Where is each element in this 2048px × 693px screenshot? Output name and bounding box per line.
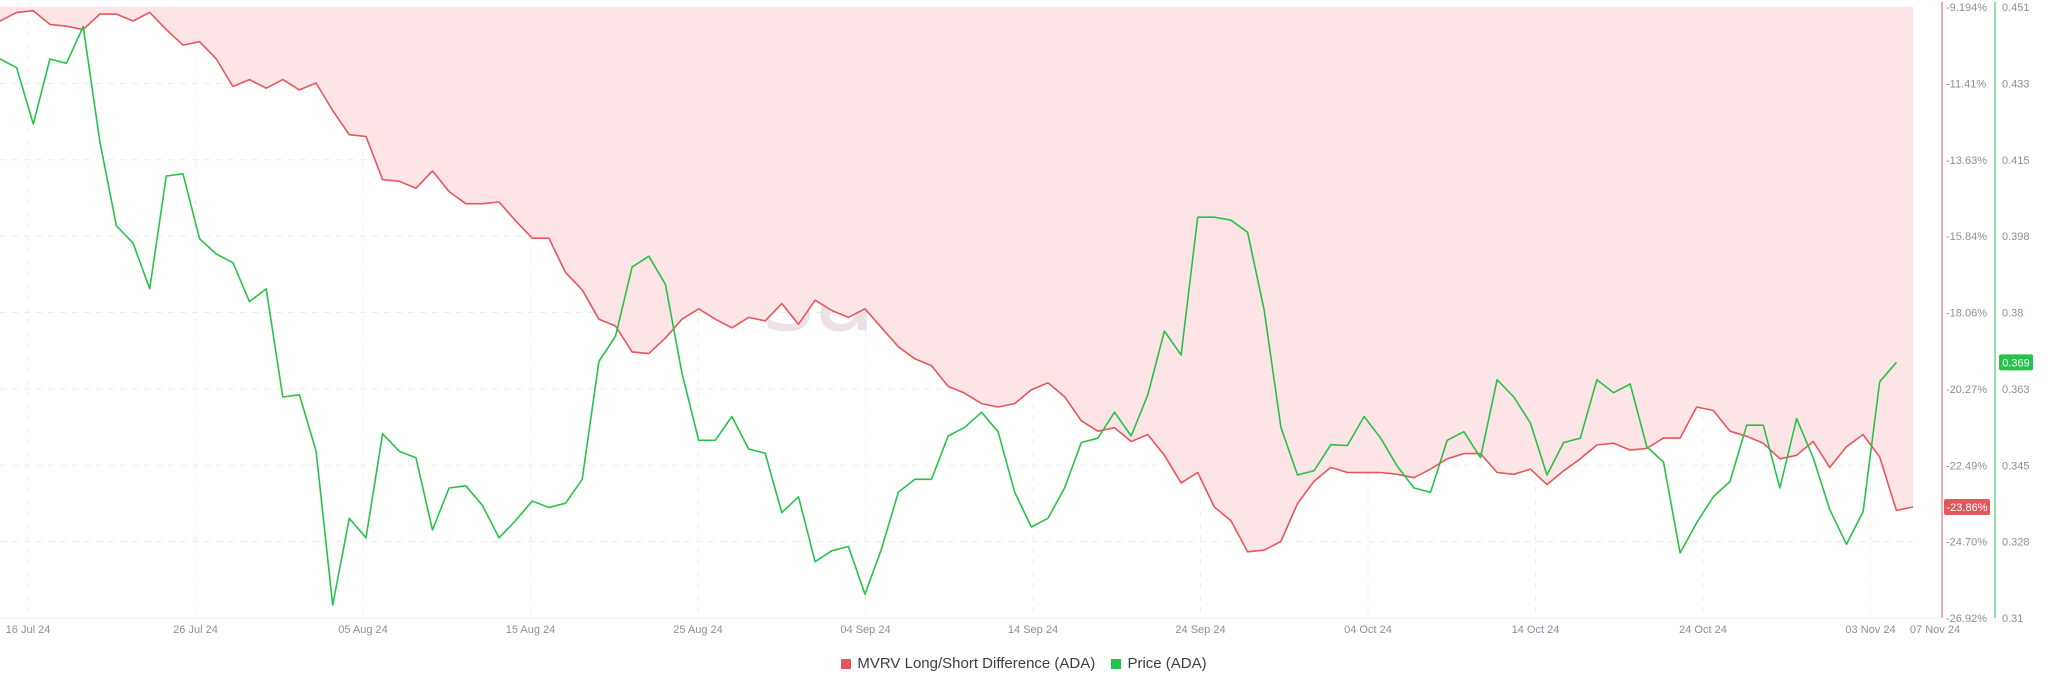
x-tick-label: 04 Sep 24 (840, 624, 890, 636)
x-tick-label: 26 Jul 24 (173, 624, 218, 636)
mvrv-current-badge (1944, 499, 1990, 516)
legend-label-price: Price (ADA) (1127, 655, 1207, 672)
left-tick-label: -26.92% (1946, 613, 1987, 625)
x-tick-label: 14 Oct 24 (1512, 624, 1560, 636)
left-tick-label: -9.194% (1946, 2, 1987, 14)
price-current-badge (1999, 354, 2033, 371)
left-tick-label: -22.49% (1946, 460, 1987, 472)
right-tick-label: 0.363 (2002, 384, 2030, 396)
right-tick-label: 0.31 (2002, 613, 2023, 625)
right-tick-label: 0.328 (2002, 537, 2030, 549)
x-tick-label: 07 Nov 24 (1910, 624, 1960, 636)
x-tick-label: 24 Oct 24 (1679, 624, 1727, 636)
right-tick-label: 0.398 (2002, 231, 2030, 243)
right-tick-label: 0.38 (2002, 308, 2023, 320)
legend-swatch-mvrv (841, 658, 852, 669)
chart-legend: MVRV Long/Short Difference (ADA) Price (… (0, 655, 2048, 673)
left-tick-label: -11.41% (1946, 78, 1986, 90)
legend-item-price[interactable]: Price (ADA) (1111, 655, 1207, 672)
right-tick-label: 0.345 (2002, 460, 2030, 472)
price-current-value: 0.369 (2002, 357, 2030, 369)
x-tick-label: 05 Aug 24 (338, 624, 388, 636)
x-tick-label: 16 Jul 24 (6, 624, 51, 636)
right-tick-label: 0.433 (2002, 78, 2030, 90)
x-tick-label: 03 Nov 24 (1845, 624, 1895, 636)
x-axis-ticks: 16 Jul 24 26 Jul 24 05 Aug 24 15 Aug 24 25 A… (6, 624, 1960, 636)
series-layer (0, 7, 1914, 606)
axes (0, 2, 1996, 619)
right-tick-label: 0.415 (2002, 155, 2030, 167)
left-tick-label: -20.27% (1946, 384, 1987, 396)
legend-label-mvrv: MVRV Long/Short Difference (ADA) (857, 655, 1096, 672)
left-tick-label: -15.84% (1946, 231, 1987, 243)
x-tick-label: 04 Oct 24 (1344, 624, 1392, 636)
x-tick-label: 14 Sep 24 (1008, 624, 1058, 636)
right-axis-ticks: 0.451 0.433 0.415 0.398 0.38 0.363 0.345 0.328 0… (2002, 2, 2030, 625)
mvrv-area-fill (0, 7, 1913, 552)
x-tick-label: 25 Aug 24 (673, 624, 723, 636)
left-tick-label: -24.70% (1946, 537, 1987, 549)
price-series-line (0, 25, 1898, 606)
x-tick-label: 24 Sep 24 (1175, 624, 1225, 636)
legend-swatch-price (1111, 658, 1122, 669)
value-badges: -23.86% 0.369 (1944, 354, 2033, 516)
mvrv-current-value: -23.86% (1947, 502, 1988, 514)
left-tick-label: -18.06% (1946, 308, 1987, 320)
left-axis-ticks: -9.194% -11.41% -13.63% -15.84% -18.06% -20.2… (1946, 2, 1987, 625)
mvrv-series-line (0, 9, 1914, 553)
right-tick-label: 0.451 (2002, 2, 2030, 14)
left-tick-label: -13.63% (1946, 155, 1987, 167)
legend-item-mvrv[interactable]: MVRV Long/Short Difference (ADA) (841, 655, 1095, 672)
x-tick-label: 15 Aug 24 (506, 624, 556, 636)
